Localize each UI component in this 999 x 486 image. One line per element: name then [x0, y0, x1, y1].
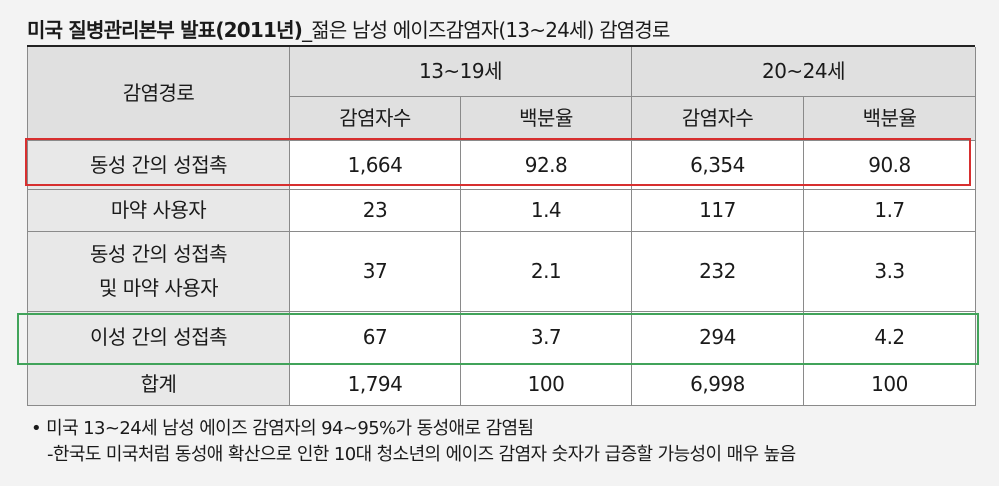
table-cell: 294 [631, 310, 804, 364]
table-row: 동성 간의 성접촉 및 마약 사용자 37 2.1 232 3.3 [27, 230, 976, 312]
header-route: 감염경로 [27, 47, 290, 141]
header-group-13-19: 13~19세 [289, 47, 632, 97]
table-cell: 232 [631, 230, 804, 312]
highlight-box-red [25, 138, 971, 186]
table-cell: 100 [460, 362, 632, 406]
table-row: 동성 간의 성접촉 1,664 92.8 6,354 90.8 [27, 139, 976, 190]
table-cell: 1,794 [289, 362, 461, 406]
table-row: 이성 간의 성접촉 67 3.7 294 4.2 [27, 310, 976, 364]
row-label: 마약 사용자 [27, 188, 290, 232]
document-title: 미국 질병관리본부 발표(2011년)_젊은 남성 에이즈감염자(13~24세)… [27, 14, 670, 43]
table-row: 마약 사용자 23 1.4 117 1.7 [27, 188, 976, 232]
row-label-line: 동성 간의 성접촉 [89, 242, 228, 266]
title-sub: _젊은 남성 에이즈감염자(13~24세) 감염경로 [302, 18, 670, 42]
title-main: 미국 질병관리본부 발표(2011년) [27, 18, 303, 42]
title-divider [27, 45, 975, 47]
table-cell: 1.7 [803, 188, 976, 232]
table-cell: 37 [289, 230, 461, 312]
table-cell: 67 [289, 310, 461, 364]
header-count: 감염자수 [289, 95, 461, 141]
table-cell: 117 [631, 188, 804, 232]
row-label-line: 및 마약 사용자 [98, 276, 219, 300]
table-cell: 1,664 [289, 139, 461, 190]
infection-route-table: 감염경로 13~19세 20~24세 감염자수 백분율 감염자수 백분율 동성 … [27, 47, 976, 406]
table-cell: 1.4 [460, 188, 632, 232]
header-percent: 백분율 [460, 95, 632, 141]
table-cell: 23 [289, 188, 461, 232]
note-line: • 미국 13~24세 남성 에이즈 감염자의 94~95%가 동성애로 감염됨 [31, 418, 534, 439]
table-cell: 4.2 [803, 310, 976, 364]
table-row: 합계 1,794 100 6,998 100 [27, 362, 976, 406]
highlight-box-green [17, 313, 979, 365]
table-cell: 100 [803, 362, 976, 406]
table-cell: 3.7 [460, 310, 632, 364]
table-cell: 90.8 [803, 139, 976, 190]
header-count: 감염자수 [631, 95, 804, 141]
row-label: 합계 [27, 362, 290, 406]
row-label: 동성 간의 성접촉 [27, 139, 290, 190]
note-subline: -한국도 미국처럼 동성애 확산으로 인한 10대 청소년의 에이즈 감염자 숫… [47, 444, 796, 465]
row-label: 동성 간의 성접촉 및 마약 사용자 [27, 230, 290, 312]
table-cell: 6,354 [631, 139, 804, 190]
header-group-20-24: 20~24세 [631, 47, 976, 97]
table-cell: 3.3 [803, 230, 976, 312]
header-percent: 백분율 [803, 95, 976, 141]
table-cell: 2.1 [460, 230, 632, 312]
row-label: 이성 간의 성접촉 [27, 310, 290, 364]
table-cell: 92.8 [460, 139, 632, 190]
table-cell: 6,998 [631, 362, 804, 406]
